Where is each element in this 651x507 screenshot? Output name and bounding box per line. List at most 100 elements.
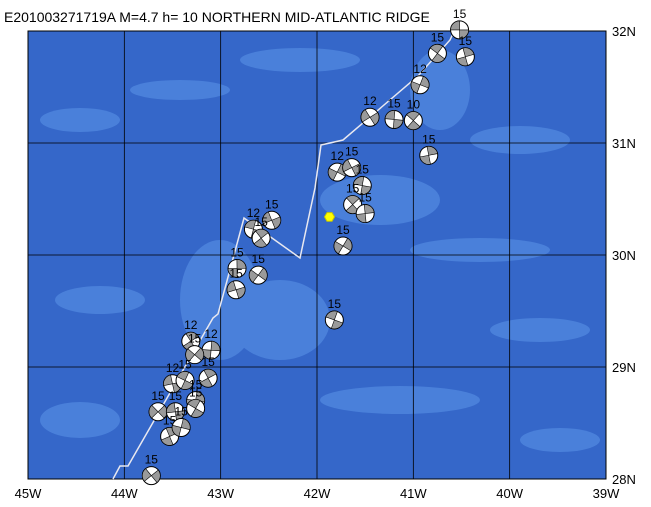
x-tick-label: 44W: [111, 486, 138, 501]
compression-quadrant: [325, 310, 344, 330]
depth-label: 15: [358, 191, 372, 205]
depth-label: 15: [188, 332, 202, 346]
depth-label: 15: [431, 30, 445, 44]
depth-label: 15: [189, 385, 203, 399]
depth-label: 15: [201, 355, 215, 369]
compression-quadrant: [262, 211, 281, 229]
focal-mechanism: [450, 20, 470, 40]
x-tick-label: 45W: [15, 486, 42, 501]
depth-label: 15: [189, 378, 203, 392]
compression-quadrant: [456, 47, 475, 67]
compression-quadrant: [406, 111, 421, 130]
map-title: E201003271719A M=4.7 h= 10 NORTHERN MID-…: [4, 9, 430, 25]
depth-label: 15: [178, 357, 192, 371]
depth-label: 12: [363, 94, 377, 108]
focal-mechanism: [403, 111, 423, 131]
depth-label: 12: [204, 327, 218, 341]
focal-mechanism: [251, 228, 271, 248]
focal-mechanism: [198, 368, 218, 388]
depth-label: 15: [254, 215, 268, 229]
focal-mechanism: [455, 47, 475, 67]
x-tick-label: 39W: [593, 486, 620, 501]
depth-label: 15: [346, 182, 360, 196]
depth-label: 15: [169, 389, 183, 403]
focal-mechanism: [355, 204, 375, 224]
focal-mechanism: [360, 107, 380, 127]
compression-quadrant: [342, 159, 361, 177]
compression-quadrant: [171, 418, 191, 437]
depth-label: 15: [229, 267, 243, 281]
focal-mechanism: [165, 402, 185, 422]
focal-mechanism: [262, 210, 282, 230]
compression-quadrant: [333, 237, 353, 255]
depth-label: 15: [252, 252, 266, 266]
depth-label: 12: [413, 62, 427, 76]
compression-quadrant: [360, 109, 380, 126]
compression-quadrant: [355, 204, 375, 223]
y-tick-label: 28N: [612, 472, 636, 487]
compression-quadrant: [253, 228, 269, 248]
depth-label: 15: [265, 197, 279, 211]
depth-label: 15: [174, 404, 188, 418]
depth-label: 15: [336, 223, 350, 237]
focal-mechanism: [327, 162, 347, 182]
compression-quadrant: [227, 259, 247, 278]
depth-label: 15: [356, 163, 370, 177]
focal-mechanism: [141, 466, 161, 486]
focal-mechanism: [227, 258, 247, 278]
focal-mechanism: [324, 310, 344, 330]
y-tick-label: 31N: [612, 136, 636, 151]
depth-label: 12: [331, 149, 345, 163]
x-tick-label: 41W: [400, 486, 427, 501]
focal-mechanism: [226, 280, 246, 300]
focal-mechanism: [201, 340, 221, 360]
y-tick-label: 32N: [612, 24, 636, 39]
depth-label: 15: [151, 389, 165, 403]
compression-quadrant: [187, 399, 204, 418]
focal-mechanism: [342, 158, 362, 178]
compression-quadrant: [226, 280, 246, 299]
depth-label: 15: [453, 7, 467, 21]
graticule: [27, 30, 607, 480]
x-tick-label: 42W: [304, 486, 331, 501]
focal-mechanism: [333, 236, 353, 256]
compression-quadrant: [410, 76, 430, 94]
compression-quadrant: [353, 176, 372, 195]
focal-mechanism: [427, 43, 447, 63]
focal-mechanism: [175, 370, 195, 390]
focal-mechanism: [248, 265, 268, 285]
focal-mechanism: [352, 176, 372, 196]
compression-quadrant: [419, 146, 438, 165]
compression-quadrant: [185, 347, 204, 362]
focal-mechanism: [410, 75, 430, 95]
focal-mechanism: [186, 398, 206, 418]
depth-label: 15: [387, 96, 401, 110]
focal-mechanism: [185, 345, 205, 365]
compression-quadrant: [142, 468, 161, 484]
depth-label: 12: [166, 361, 180, 375]
depth-label: 15: [230, 245, 244, 259]
compression-quadrant: [384, 110, 404, 129]
focal-mechanism: [148, 402, 168, 422]
focal-mechanism: [171, 417, 191, 437]
y-tick-label: 30N: [612, 248, 636, 263]
compression-quadrant: [199, 368, 217, 388]
compression-quadrant: [176, 371, 194, 390]
x-tick-label: 43W: [207, 486, 234, 501]
depth-label: 15: [345, 145, 359, 159]
bathymetry: [40, 48, 600, 452]
depth-label: 15: [422, 132, 436, 146]
compression-quadrant: [429, 44, 446, 63]
depth-label: 15: [145, 453, 159, 467]
depth-label: 15: [459, 34, 473, 48]
focal-mechanism: [384, 109, 404, 129]
depth-label: 10: [407, 98, 421, 112]
depth-label: 12: [184, 318, 198, 332]
x-tick-label: 40W: [496, 486, 523, 501]
depth-label: 12: [247, 206, 261, 220]
compression-quadrant: [249, 267, 268, 283]
epicenter: [323, 212, 336, 222]
depth-label: 15: [328, 297, 342, 311]
